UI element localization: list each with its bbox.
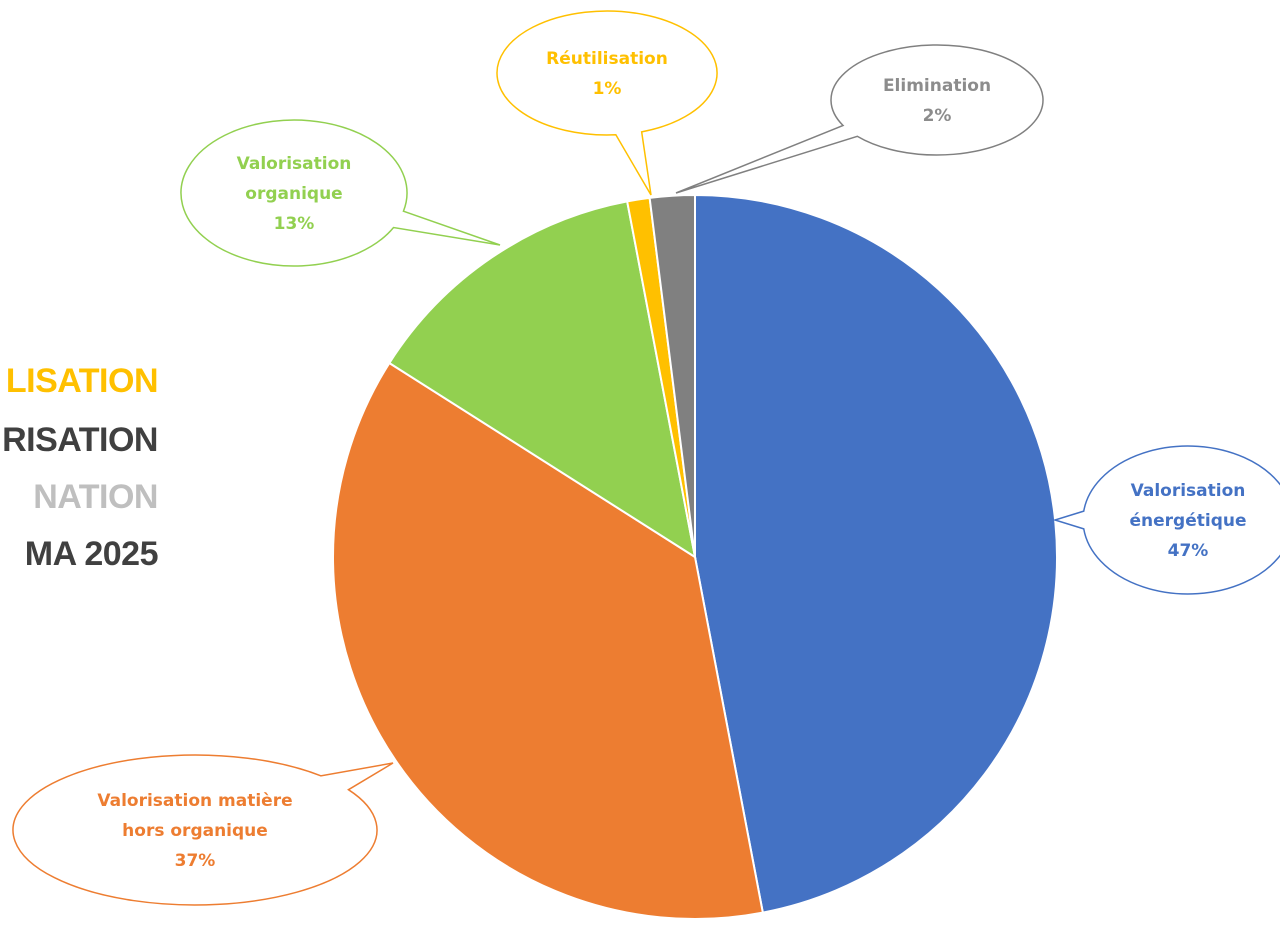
- data-label: organique: [245, 184, 342, 204]
- data-label: Elimination: [883, 76, 991, 96]
- pie-slice-2: [332, 361, 765, 920]
- callout-bubble: [12, 754, 394, 906]
- callout-bubble: [1052, 445, 1280, 595]
- data-label: 13%: [274, 214, 315, 234]
- pie-slices: [332, 193, 1058, 920]
- data-label: 37%: [175, 851, 216, 871]
- callout-bubble: [675, 44, 1044, 194]
- data-label: hors organique: [122, 821, 268, 841]
- data-label: 1%: [593, 79, 622, 99]
- data-label: énergétique: [1130, 511, 1247, 531]
- side-title-valorisation: RISATION: [2, 421, 158, 459]
- callout-1: Valorisation énergétique 47%: [1052, 445, 1280, 595]
- data-label: Réutilisation: [546, 49, 668, 69]
- data-label: Valorisation matière: [97, 791, 292, 811]
- side-title-reutilisation: LISATION: [5, 362, 159, 400]
- callout-4: Réutilisation 1%: [496, 10, 718, 196]
- side-title-year: MA 2025: [24, 535, 159, 573]
- side-title-elimination: NATION: [33, 478, 158, 516]
- pie-callouts: Valorisation énergétique 47% Valorisation m…: [12, 10, 1280, 906]
- data-label: Valorisation: [237, 154, 352, 174]
- data-label: 2%: [923, 106, 952, 126]
- pie-slice-1: [694, 193, 1058, 914]
- callout-3: Valorisation organique 13%: [180, 119, 501, 267]
- data-label: Valorisation: [1131, 481, 1246, 501]
- callout-bubble: [180, 119, 501, 267]
- callout-bubble: [496, 10, 718, 196]
- pie-slice-3: [387, 200, 697, 560]
- pie-slice-5: [648, 193, 696, 558]
- callout-5: Elimination 2%: [675, 44, 1044, 194]
- data-label: 47%: [1168, 541, 1209, 561]
- callout-2: Valorisation matière hors organique 37%: [12, 754, 394, 906]
